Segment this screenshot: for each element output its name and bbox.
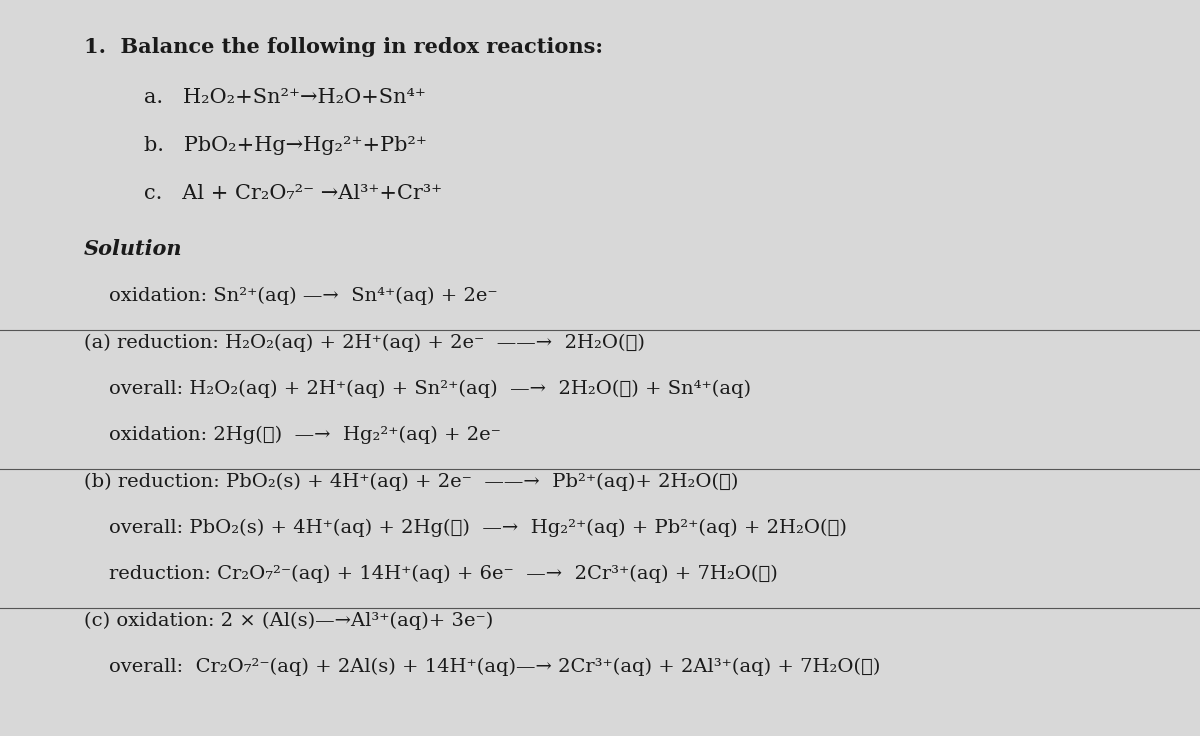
Text: (a) reduction: H₂O₂(aq) + 2H⁺(aq) + 2e⁻  ——→  2H₂O(ℓ): (a) reduction: H₂O₂(aq) + 2H⁺(aq) + 2e⁻ … [84, 333, 644, 352]
Text: (b) reduction: PbO₂(s) + 4H⁺(aq) + 2e⁻  ——→  Pb²⁺(aq)+ 2H₂O(ℓ): (b) reduction: PbO₂(s) + 4H⁺(aq) + 2e⁻ —… [84, 473, 738, 491]
Text: a.   H₂O₂+Sn²⁺→H₂O+Sn⁴⁺: a. H₂O₂+Sn²⁺→H₂O+Sn⁴⁺ [144, 88, 426, 107]
Text: overall:  Cr₂O₇²⁻(aq) + 2Al(s) + 14H⁺(aq)—→ 2Cr³⁺(aq) + 2Al³⁺(aq) + 7H₂O(ℓ): overall: Cr₂O₇²⁻(aq) + 2Al(s) + 14H⁺(aq)… [84, 658, 881, 676]
Text: c.   Al + Cr₂O₇²⁻ →Al³⁺+Cr³⁺: c. Al + Cr₂O₇²⁻ →Al³⁺+Cr³⁺ [144, 184, 442, 203]
Text: b.   PbO₂+Hg→Hg₂²⁺+Pb²⁺: b. PbO₂+Hg→Hg₂²⁺+Pb²⁺ [144, 136, 427, 155]
Text: Solution: Solution [84, 239, 182, 259]
Text: reduction: Cr₂O₇²⁻(aq) + 14H⁺(aq) + 6e⁻  —→  2Cr³⁺(aq) + 7H₂O(ℓ): reduction: Cr₂O₇²⁻(aq) + 14H⁺(aq) + 6e⁻ … [84, 565, 778, 584]
Text: oxidation: 2Hg(ℓ)  —→  Hg₂²⁺(aq) + 2e⁻: oxidation: 2Hg(ℓ) —→ Hg₂²⁺(aq) + 2e⁻ [84, 426, 500, 445]
Text: overall: H₂O₂(aq) + 2H⁺(aq) + Sn²⁺(aq)  —→  2H₂O(ℓ) + Sn⁴⁺(aq): overall: H₂O₂(aq) + 2H⁺(aq) + Sn²⁺(aq) —… [84, 380, 751, 398]
Text: (c) oxidation: 2 × (Al(s)—→Al³⁺(aq)+ 3e⁻): (c) oxidation: 2 × (Al(s)—→Al³⁺(aq)+ 3e⁻… [84, 612, 493, 630]
Text: overall: PbO₂(s) + 4H⁺(aq) + 2Hg(ℓ)  —→  Hg₂²⁺(aq) + Pb²⁺(aq) + 2H₂O(ℓ): overall: PbO₂(s) + 4H⁺(aq) + 2Hg(ℓ) —→ H… [84, 519, 847, 537]
Text: 1.  Balance the following in redox reactions:: 1. Balance the following in redox reacti… [84, 37, 604, 57]
Text: oxidation: Sn²⁺(aq) —→  Sn⁴⁺(aq) + 2e⁻: oxidation: Sn²⁺(aq) —→ Sn⁴⁺(aq) + 2e⁻ [84, 287, 498, 305]
